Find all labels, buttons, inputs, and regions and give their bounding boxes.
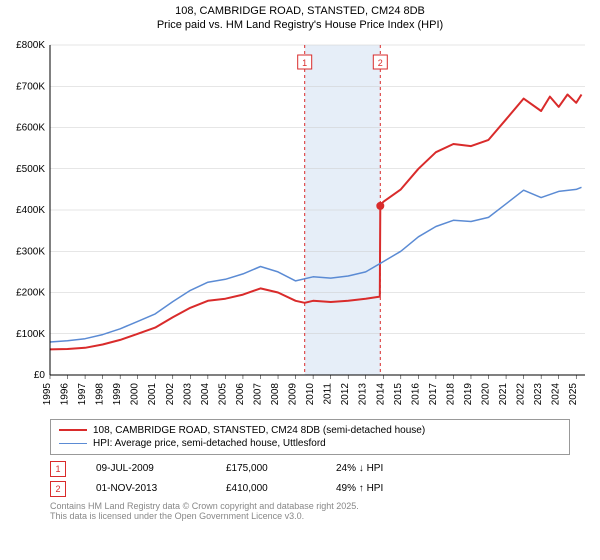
legend-row: 108, CAMBRIDGE ROAD, STANSTED, CM24 8DB … — [59, 424, 561, 437]
svg-text:2008: 2008 — [270, 382, 281, 405]
sale-marker-badge: 2 — [50, 481, 66, 497]
title-line-2: Price paid vs. HM Land Registry's House … — [0, 18, 600, 32]
svg-text:£600K: £600K — [16, 122, 45, 133]
svg-text:2022: 2022 — [516, 382, 527, 405]
sale-row: 2 01-NOV-2013 £410,000 49% ↑ HPI — [50, 479, 570, 499]
svg-text:2007: 2007 — [252, 382, 263, 405]
svg-text:2002: 2002 — [165, 382, 176, 405]
svg-text:2013: 2013 — [358, 382, 369, 405]
chart-title: 108, CAMBRIDGE ROAD, STANSTED, CM24 8DB … — [0, 0, 600, 35]
svg-text:1: 1 — [302, 58, 307, 68]
svg-text:2003: 2003 — [182, 382, 193, 405]
svg-text:1997: 1997 — [77, 382, 88, 405]
svg-text:2020: 2020 — [481, 382, 492, 405]
legend-swatch — [59, 429, 87, 431]
svg-text:£400K: £400K — [16, 205, 45, 216]
sale-marker-badge: 1 — [50, 461, 66, 477]
legend-label: 108, CAMBRIDGE ROAD, STANSTED, CM24 8DB … — [93, 425, 425, 436]
title-line-1: 108, CAMBRIDGE ROAD, STANSTED, CM24 8DB — [0, 4, 600, 18]
svg-text:2005: 2005 — [217, 382, 228, 405]
svg-text:2006: 2006 — [235, 382, 246, 405]
svg-text:2004: 2004 — [200, 382, 211, 405]
svg-text:2019: 2019 — [463, 382, 474, 405]
svg-text:£700K: £700K — [16, 81, 45, 92]
sale-price: £410,000 — [226, 483, 306, 494]
svg-text:2009: 2009 — [288, 382, 299, 405]
sale-row: 1 09-JUL-2009 £175,000 24% ↓ HPI — [50, 459, 570, 479]
svg-text:£500K: £500K — [16, 163, 45, 174]
svg-text:2000: 2000 — [130, 382, 141, 405]
svg-text:£100K: £100K — [16, 328, 45, 339]
svg-text:2014: 2014 — [375, 382, 386, 405]
svg-text:£300K: £300K — [16, 246, 45, 257]
svg-text:2012: 2012 — [340, 382, 351, 405]
sale-price: £175,000 — [226, 463, 306, 474]
svg-text:1998: 1998 — [95, 382, 106, 405]
svg-text:1996: 1996 — [60, 382, 71, 405]
svg-text:2015: 2015 — [393, 382, 404, 405]
svg-text:2: 2 — [378, 58, 383, 68]
svg-text:£800K: £800K — [16, 40, 45, 51]
legend-box: 108, CAMBRIDGE ROAD, STANSTED, CM24 8DB … — [50, 419, 570, 455]
sale-diff: 24% ↓ HPI — [336, 463, 426, 474]
svg-text:1995: 1995 — [42, 382, 53, 405]
svg-text:2011: 2011 — [323, 382, 334, 404]
legend-swatch — [59, 443, 87, 444]
attribution-line-2: This data is licensed under the Open Gov… — [50, 511, 570, 522]
sales-table: 1 09-JUL-2009 £175,000 24% ↓ HPI 2 01-NOV-201… — [50, 459, 570, 499]
svg-text:2001: 2001 — [147, 382, 158, 405]
svg-text:2021: 2021 — [498, 382, 509, 405]
sale-diff: 49% ↑ HPI — [336, 483, 426, 494]
svg-text:2023: 2023 — [533, 382, 544, 405]
line-chart-svg: £0 £100K £200K £300K £400K £500K £600K £700K £80… — [0, 35, 600, 415]
svg-text:2010: 2010 — [305, 382, 316, 405]
attribution-line-1: Contains HM Land Registry data © Crown c… — [50, 501, 570, 512]
svg-text:2017: 2017 — [428, 382, 439, 405]
sale-date: 01-NOV-2013 — [96, 483, 196, 494]
svg-text:2024: 2024 — [551, 382, 562, 405]
svg-text:2016: 2016 — [410, 382, 421, 405]
chart-area: £0 £100K £200K £300K £400K £500K £600K £700K £80… — [0, 35, 600, 415]
svg-text:£200K: £200K — [16, 287, 45, 298]
attribution: Contains HM Land Registry data © Crown c… — [50, 501, 570, 523]
svg-text:2018: 2018 — [445, 382, 456, 405]
sale-date: 09-JUL-2009 — [96, 463, 196, 474]
svg-text:2025: 2025 — [568, 382, 579, 405]
legend-row: HPI: Average price, semi-detached house,… — [59, 437, 561, 450]
legend-label: HPI: Average price, semi-detached house,… — [93, 438, 326, 449]
svg-text:1999: 1999 — [112, 382, 123, 405]
svg-text:£0: £0 — [34, 370, 46, 381]
